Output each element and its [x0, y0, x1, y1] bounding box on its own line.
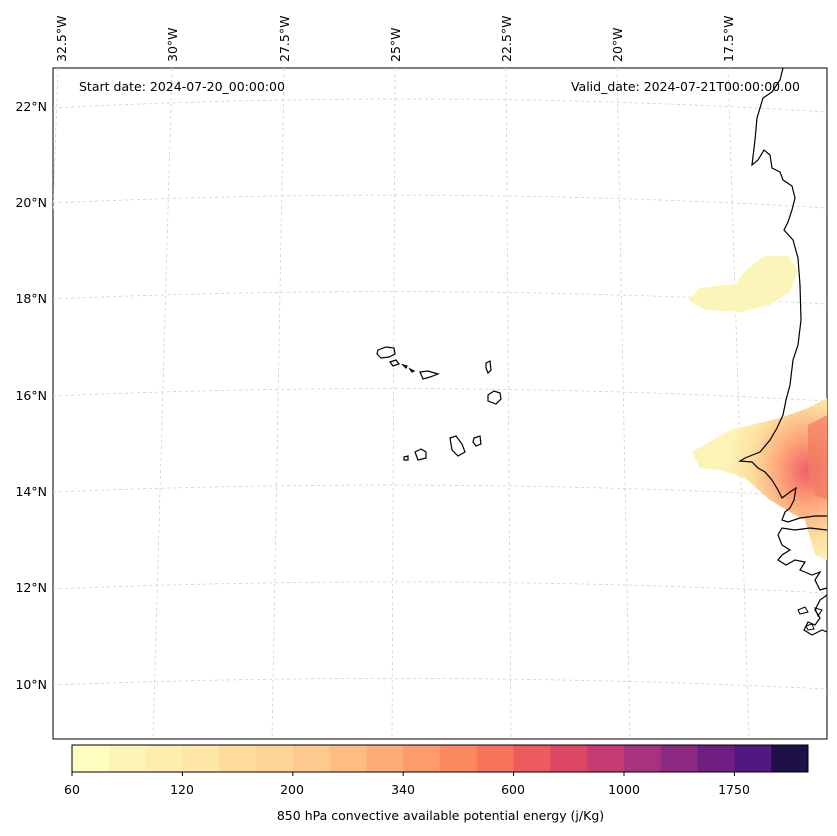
cape-area-south — [692, 398, 827, 560]
colorbar-segment — [771, 745, 809, 772]
bijagos-islands — [797, 606, 823, 631]
colorbar-segment — [476, 745, 515, 772]
colorbar-title: 850 hPa convective available potential e… — [276, 808, 605, 823]
gridlines — [53, 68, 827, 739]
colorbar-segment — [182, 745, 220, 772]
guinea-bissau-coastline — [777, 527, 827, 591]
lon-label: 32.5°W — [54, 16, 69, 62]
colorbar-segment — [256, 745, 294, 772]
cape-area-south-core — [808, 415, 827, 500]
lon-label: 25°W — [388, 27, 403, 62]
lon-label: 17.5°W — [721, 16, 736, 62]
colorbar-segment — [440, 745, 478, 772]
start-date-label: Start date: 2024-07-20_00:00:00 — [79, 79, 285, 94]
colorbar-tick-label: 200 — [280, 782, 304, 797]
colorbar-frame — [71, 744, 809, 773]
colorbar-segment — [734, 745, 772, 772]
colorbar-tick-label: 340 — [391, 782, 415, 797]
lon-label: 30°W — [165, 27, 180, 62]
lat-label: 10°N — [15, 677, 47, 692]
colorbar-tick-label: 1000 — [608, 782, 640, 797]
lat-label: 22°N — [15, 99, 47, 114]
colorbar-segment — [108, 745, 147, 772]
colorbar-segment — [219, 745, 257, 772]
colorbar-segment — [513, 745, 551, 772]
lat-label: 18°N — [15, 291, 47, 306]
colorbar-segment — [624, 745, 662, 772]
lon-label: 20°W — [610, 27, 625, 62]
colorbar-segment — [403, 745, 441, 772]
valid-date-label: Valid_date: 2024-07-21T00:00:00.00 — [570, 79, 800, 94]
colorbar-ticks — [71, 772, 735, 776]
colorbar-tick-label: 120 — [170, 782, 194, 797]
colorbar-segment — [72, 745, 110, 772]
lat-label: 20°N — [15, 195, 47, 210]
cape-area-north — [688, 256, 798, 312]
colorbar-segment — [292, 745, 331, 772]
colorbar-segment — [697, 745, 735, 772]
latitude-labels: 22°N 20°N 18°N 16°N 14°N 12°N 10°N — [15, 99, 47, 692]
colorbar-segment — [145, 745, 183, 772]
colorbar-segment — [550, 745, 588, 772]
colorbar-segment — [660, 745, 699, 772]
colorbar-tick-label: 60 — [64, 782, 80, 797]
colorbar-segment — [329, 745, 367, 772]
colorbar-tick-label: 1750 — [718, 782, 750, 797]
lon-label: 27.5°W — [277, 16, 292, 62]
colorbar-tick-label: 600 — [501, 782, 525, 797]
colorbar — [72, 745, 809, 772]
map-frame — [52, 67, 828, 740]
cape-verde-islands — [376, 346, 502, 461]
lat-label: 12°N — [15, 580, 47, 595]
longitude-labels: 32.5°W 30°W 27.5°W 25°W 22.5°W 20°W 17.5… — [54, 16, 736, 62]
guinea-coastline — [803, 594, 827, 636]
west-africa-coastline — [738, 68, 827, 523]
lat-label: 14°N — [15, 484, 47, 499]
colorbar-segment — [587, 745, 625, 772]
lon-label: 22.5°W — [499, 16, 514, 62]
colorbar-segment — [366, 745, 404, 772]
lat-label: 16°N — [15, 388, 47, 403]
